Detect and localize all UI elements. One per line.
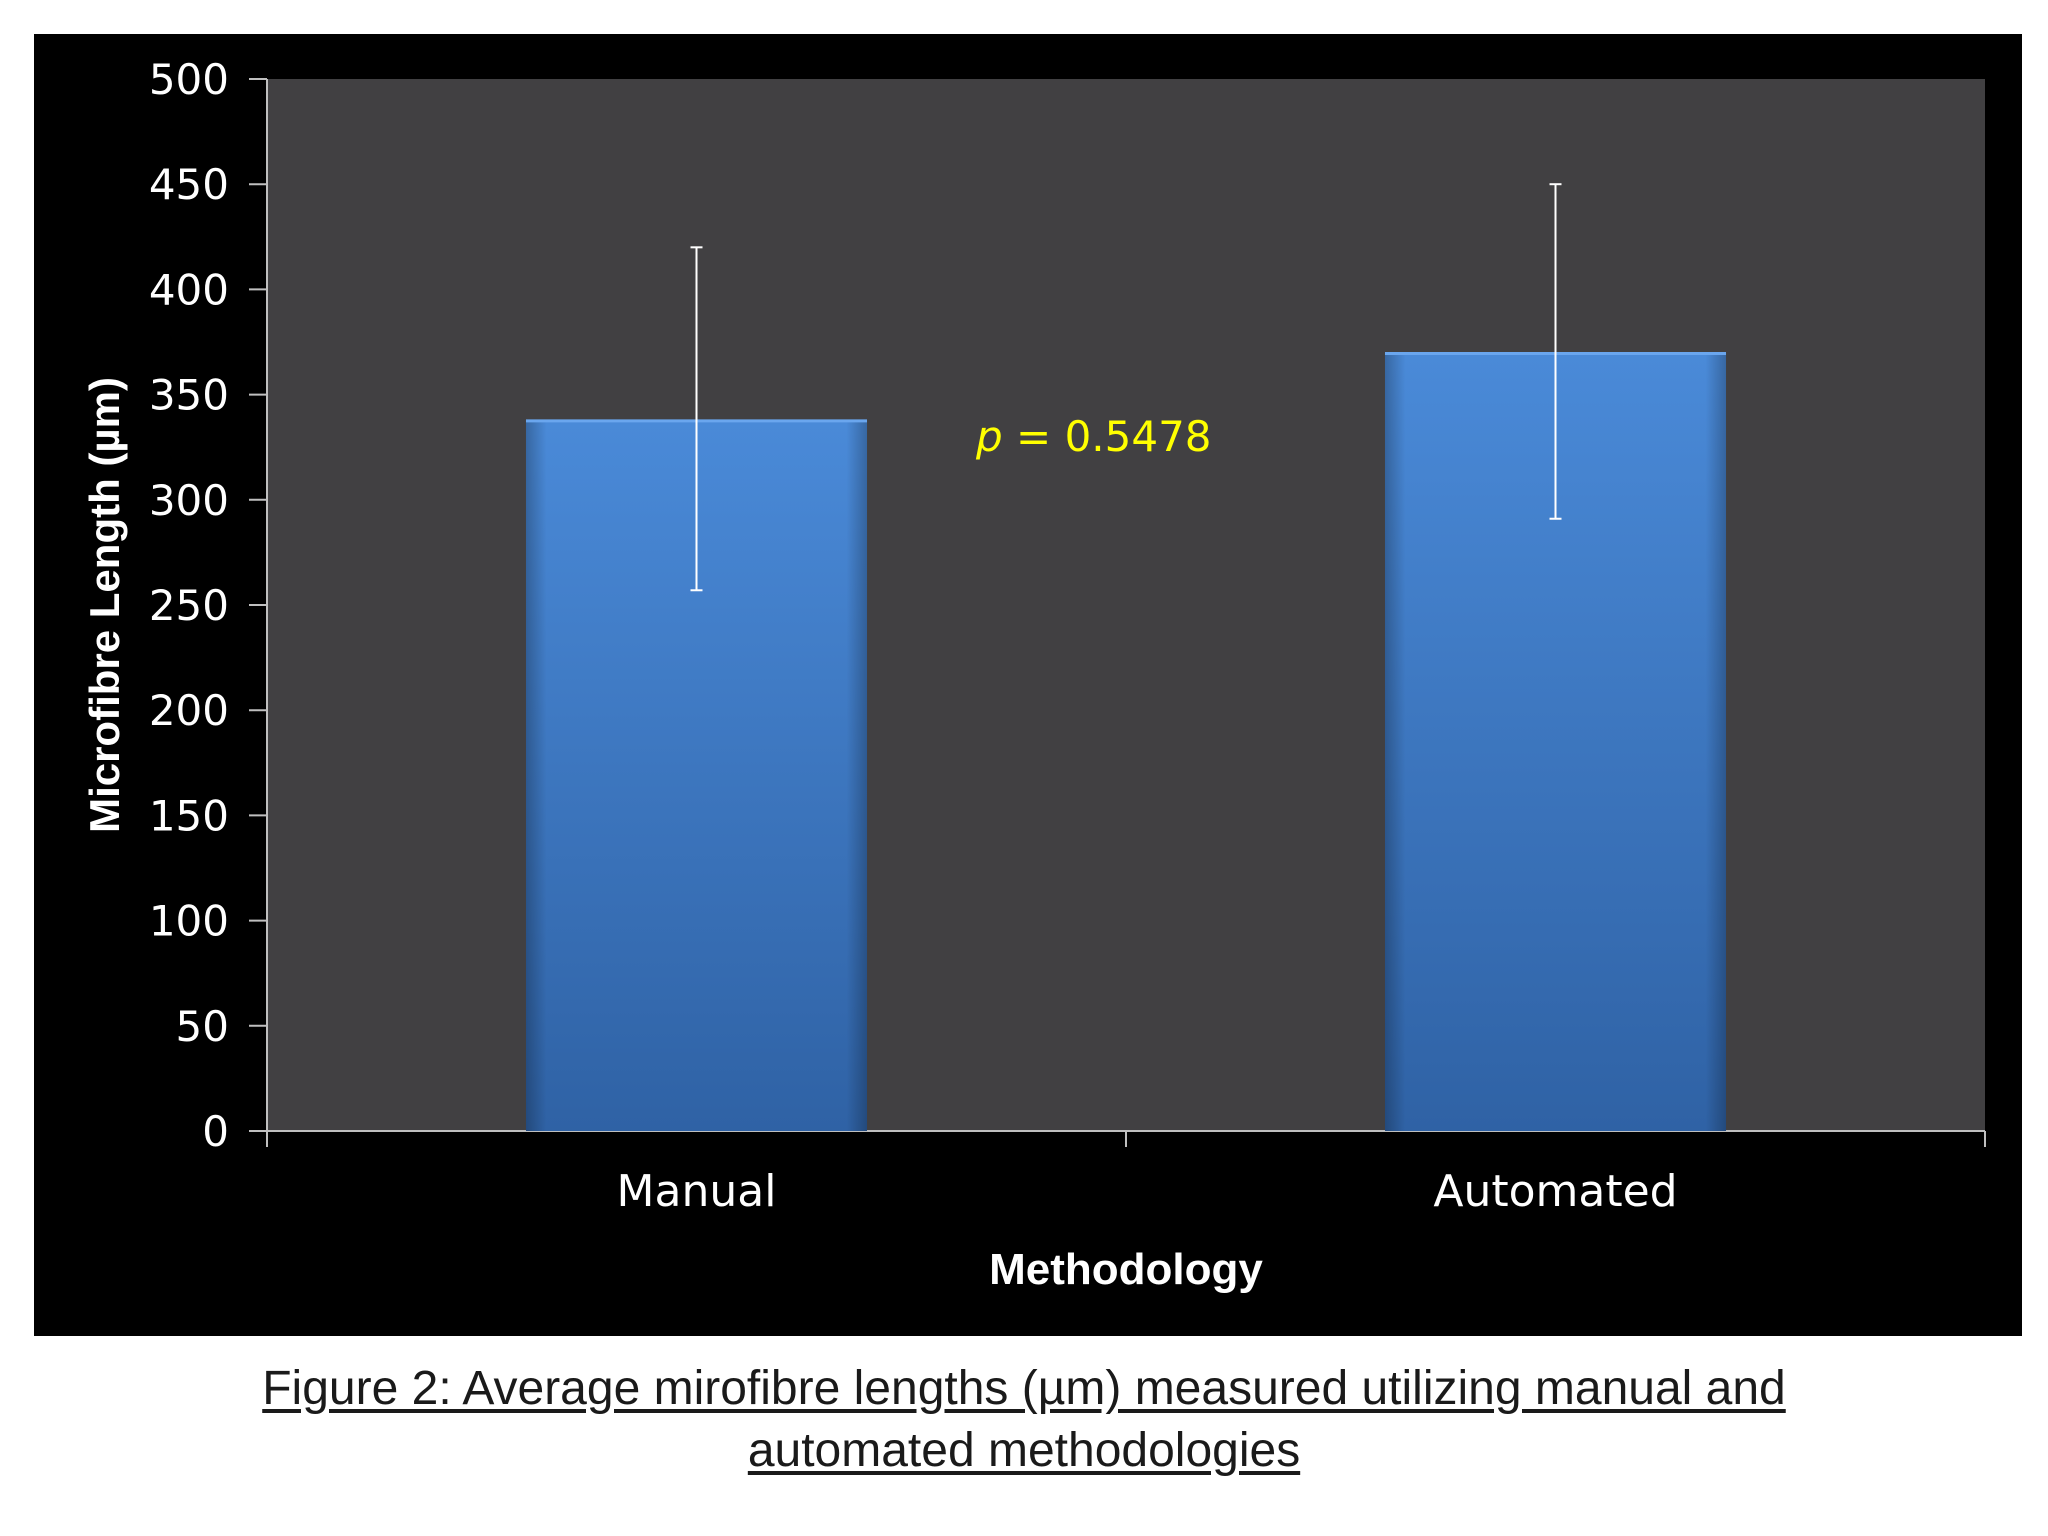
y-tick-label: 150 xyxy=(149,791,229,840)
y-tick-label: 50 xyxy=(176,1002,229,1051)
y-axis: 0 50 100 150 200 250 300 350 400 450 500 xyxy=(149,55,268,1156)
p-symbol: p xyxy=(975,412,1003,461)
p-value-annotation: p = 0.5478 xyxy=(975,412,1212,461)
bars xyxy=(525,352,1727,1131)
y-tick-label: 250 xyxy=(149,581,229,630)
x-tick-label: Manual xyxy=(617,1166,777,1217)
caption-line-2: automated methodologies xyxy=(747,1424,1301,1477)
y-tick-label: 100 xyxy=(149,897,229,946)
x-axis-title: Methodology xyxy=(989,1245,1263,1294)
x-tick-label: Automated xyxy=(1433,1166,1677,1217)
y-tick-label: 200 xyxy=(149,686,229,735)
y-tick-label: 500 xyxy=(149,55,229,104)
caption-line-1: Figure 2: Average mirofibre lengths (µm)… xyxy=(262,1362,1786,1415)
y-tick-label: 400 xyxy=(149,265,229,314)
y-tick-label: 350 xyxy=(149,371,229,420)
y-tick-label: 450 xyxy=(149,160,229,209)
figure-caption: Figure 2: Average mirofibre lengths (µm)… xyxy=(0,1358,2048,1482)
error-bars xyxy=(690,183,1562,592)
bar-chart: 0 50 100 150 200 250 300 350 400 450 500 Manual Aut… xyxy=(81,55,1986,1294)
y-tick-label: 300 xyxy=(149,476,229,525)
plot-area xyxy=(267,79,1985,1131)
p-value: = 0.5478 xyxy=(1003,412,1212,461)
y-tick-label: 0 xyxy=(202,1107,229,1156)
chart-panel: 0 50 100 150 200 250 300 350 400 450 500 Manual Aut… xyxy=(34,34,2022,1336)
y-axis-title: Microfibre Length (µm) xyxy=(81,377,128,833)
x-axis: Manual Automated xyxy=(266,1130,1986,1217)
